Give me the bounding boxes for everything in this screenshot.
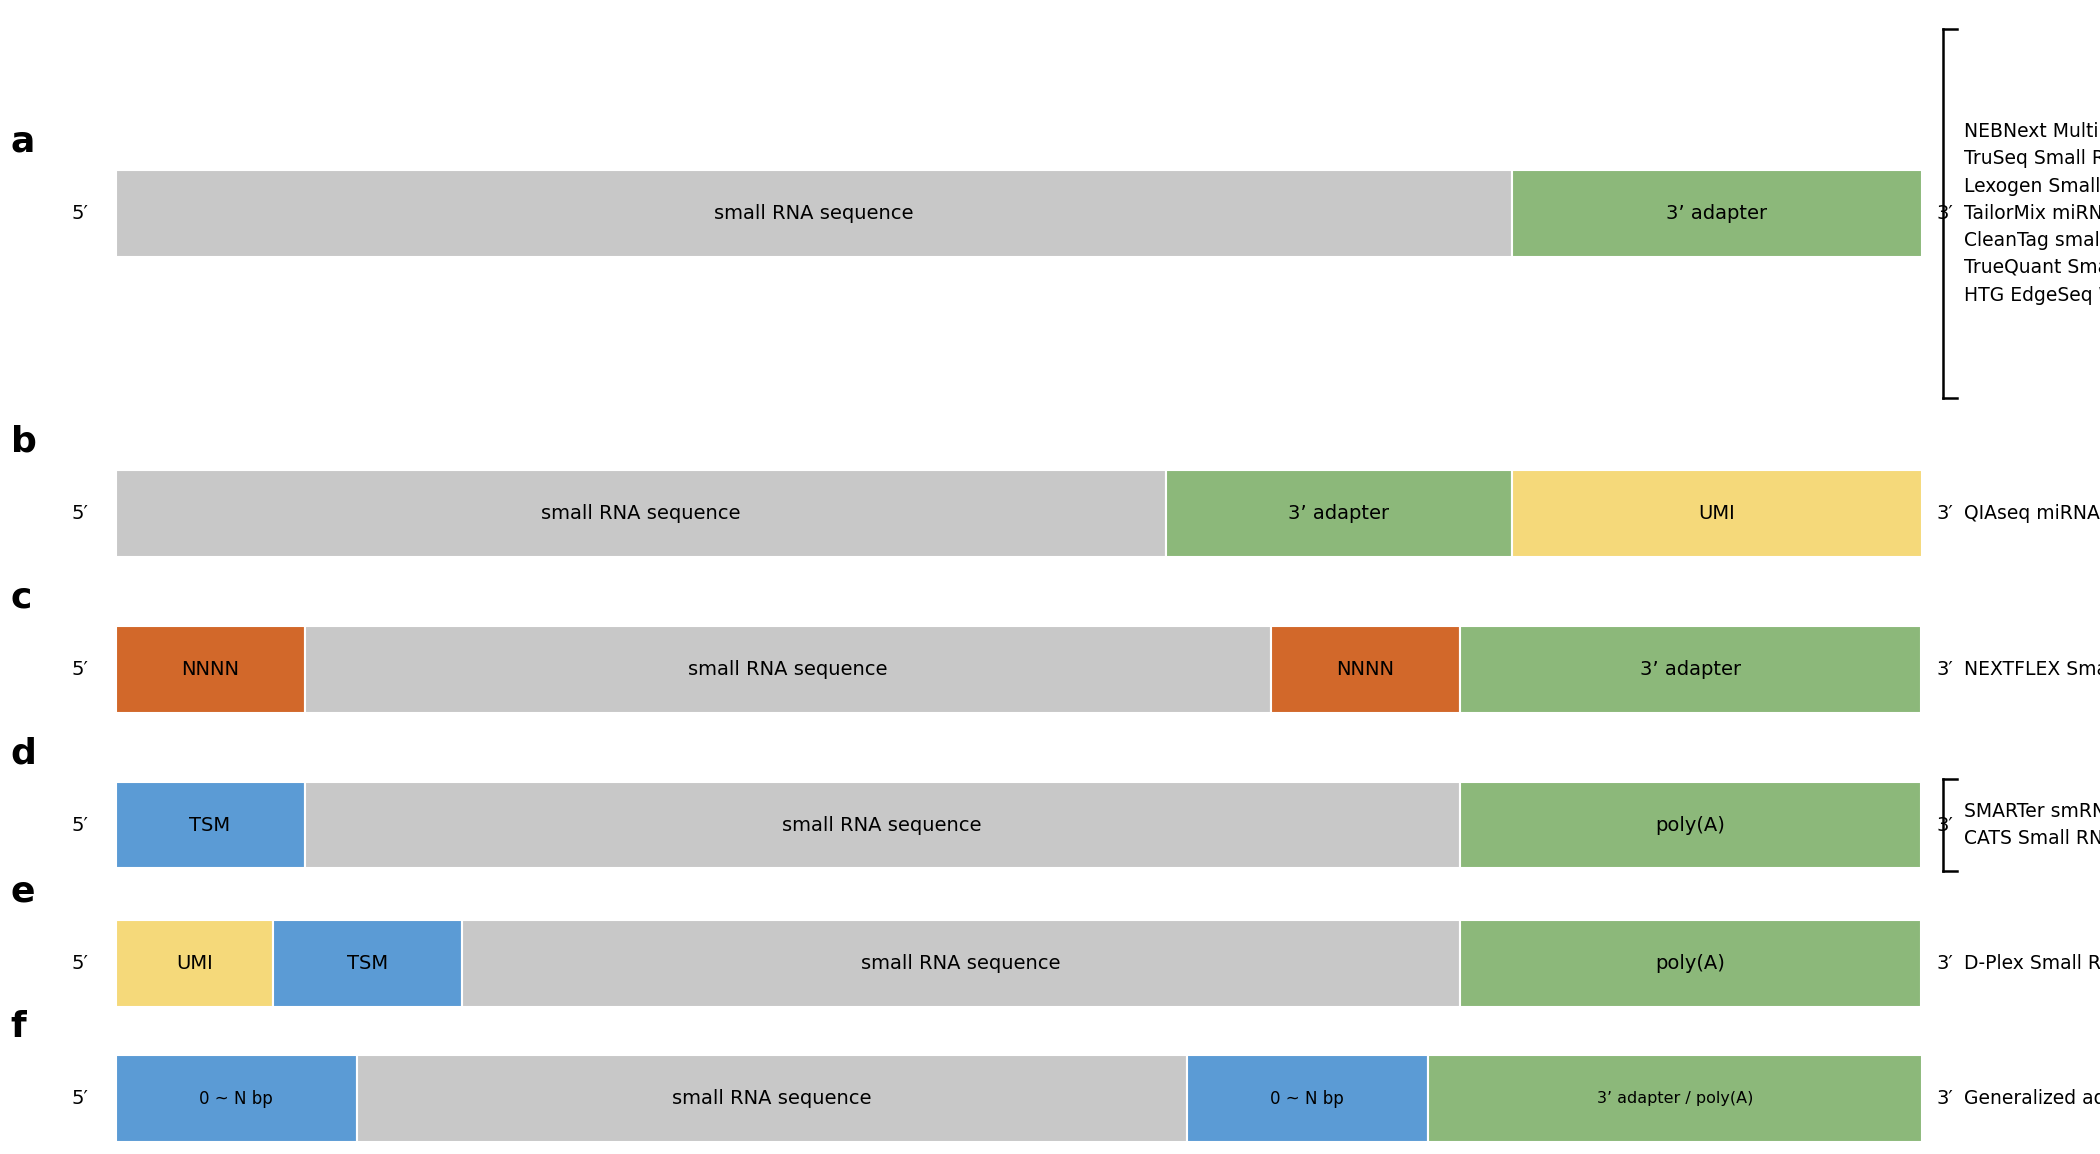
FancyBboxPatch shape	[304, 782, 1459, 869]
Text: 3′: 3′	[1936, 816, 1953, 834]
Text: 5′: 5′	[71, 1089, 88, 1108]
FancyBboxPatch shape	[1270, 625, 1460, 712]
Text: poly(A): poly(A)	[1655, 816, 1726, 834]
Text: 3′: 3′	[1936, 204, 1953, 223]
FancyBboxPatch shape	[116, 921, 273, 1006]
FancyBboxPatch shape	[1186, 1055, 1428, 1142]
Text: 3′: 3′	[1936, 954, 1953, 973]
Text: 5′: 5′	[71, 204, 88, 223]
FancyBboxPatch shape	[116, 782, 304, 869]
Text: small RNA sequence: small RNA sequence	[714, 204, 914, 223]
FancyBboxPatch shape	[116, 625, 304, 712]
Text: D-Plex Small RNA-seq Kit for Illumina: D-Plex Small RNA-seq Kit for Illumina	[1964, 954, 2100, 973]
Text: TSM: TSM	[189, 816, 231, 834]
Text: e: e	[10, 875, 36, 909]
Text: NNNN: NNNN	[181, 660, 239, 679]
Text: NNNN: NNNN	[1336, 660, 1394, 679]
Text: 0 ~ N bp: 0 ~ N bp	[200, 1089, 273, 1108]
FancyBboxPatch shape	[1512, 171, 1922, 257]
Text: 3′: 3′	[1936, 660, 1953, 679]
Text: UMI: UMI	[176, 954, 212, 973]
Text: small RNA sequence: small RNA sequence	[672, 1089, 872, 1108]
Text: 5′: 5′	[71, 954, 88, 973]
Text: SMARTer smRNA-Seq Kit for Illumina
CATS Small RNA-seq Kit: SMARTer smRNA-Seq Kit for Illumina CATS …	[1964, 802, 2100, 848]
Text: 3’ adapter: 3’ adapter	[1640, 660, 1741, 679]
Text: small RNA sequence: small RNA sequence	[689, 660, 886, 679]
Text: NEXTFLEX Small RNA-seq Kit: NEXTFLEX Small RNA-seq Kit	[1964, 660, 2100, 679]
Text: c: c	[10, 580, 31, 614]
FancyBboxPatch shape	[1460, 921, 1922, 1006]
Text: 3’ adapter / poly(A): 3’ adapter / poly(A)	[1596, 1092, 1754, 1106]
Text: 3′: 3′	[1936, 504, 1953, 523]
Text: poly(A): poly(A)	[1655, 954, 1726, 973]
Text: small RNA sequence: small RNA sequence	[861, 954, 1060, 973]
FancyBboxPatch shape	[304, 625, 1270, 712]
FancyBboxPatch shape	[1512, 471, 1922, 557]
Text: 5′: 5′	[71, 816, 88, 834]
FancyBboxPatch shape	[116, 1055, 357, 1142]
Text: QIAseq miRNA Library Kit: QIAseq miRNA Library Kit	[1964, 504, 2100, 523]
Text: 5′: 5′	[71, 504, 88, 523]
Text: small RNA sequence: small RNA sequence	[542, 504, 739, 523]
FancyBboxPatch shape	[1460, 625, 1922, 712]
Text: 5′: 5′	[71, 660, 88, 679]
Text: 3’ adapter: 3’ adapter	[1287, 504, 1390, 523]
Text: d: d	[10, 736, 36, 771]
Text: small RNA sequence: small RNA sequence	[783, 816, 983, 834]
Text: NEBNext Multiplex Small RNA Library Prep Kit
TruSeq Small RNA Library Preparatio: NEBNext Multiplex Small RNA Library Prep…	[1964, 122, 2100, 305]
Text: a: a	[10, 125, 36, 159]
Text: f: f	[10, 1010, 25, 1044]
FancyBboxPatch shape	[273, 921, 462, 1006]
FancyBboxPatch shape	[116, 471, 1166, 557]
FancyBboxPatch shape	[1460, 782, 1922, 869]
FancyBboxPatch shape	[462, 921, 1460, 1006]
Text: b: b	[10, 425, 36, 458]
Text: 0 ~ N bp: 0 ~ N bp	[1270, 1089, 1344, 1108]
Text: 3′: 3′	[1936, 1089, 1953, 1108]
FancyBboxPatch shape	[357, 1055, 1186, 1142]
FancyBboxPatch shape	[1166, 471, 1512, 557]
Text: 3’ adapter: 3’ adapter	[1665, 204, 1768, 223]
FancyBboxPatch shape	[1428, 1055, 1922, 1142]
Text: TSM: TSM	[346, 954, 388, 973]
Text: UMI: UMI	[1699, 504, 1735, 523]
FancyBboxPatch shape	[116, 171, 1512, 257]
Text: Generalized adapter structure: Generalized adapter structure	[1964, 1089, 2100, 1108]
